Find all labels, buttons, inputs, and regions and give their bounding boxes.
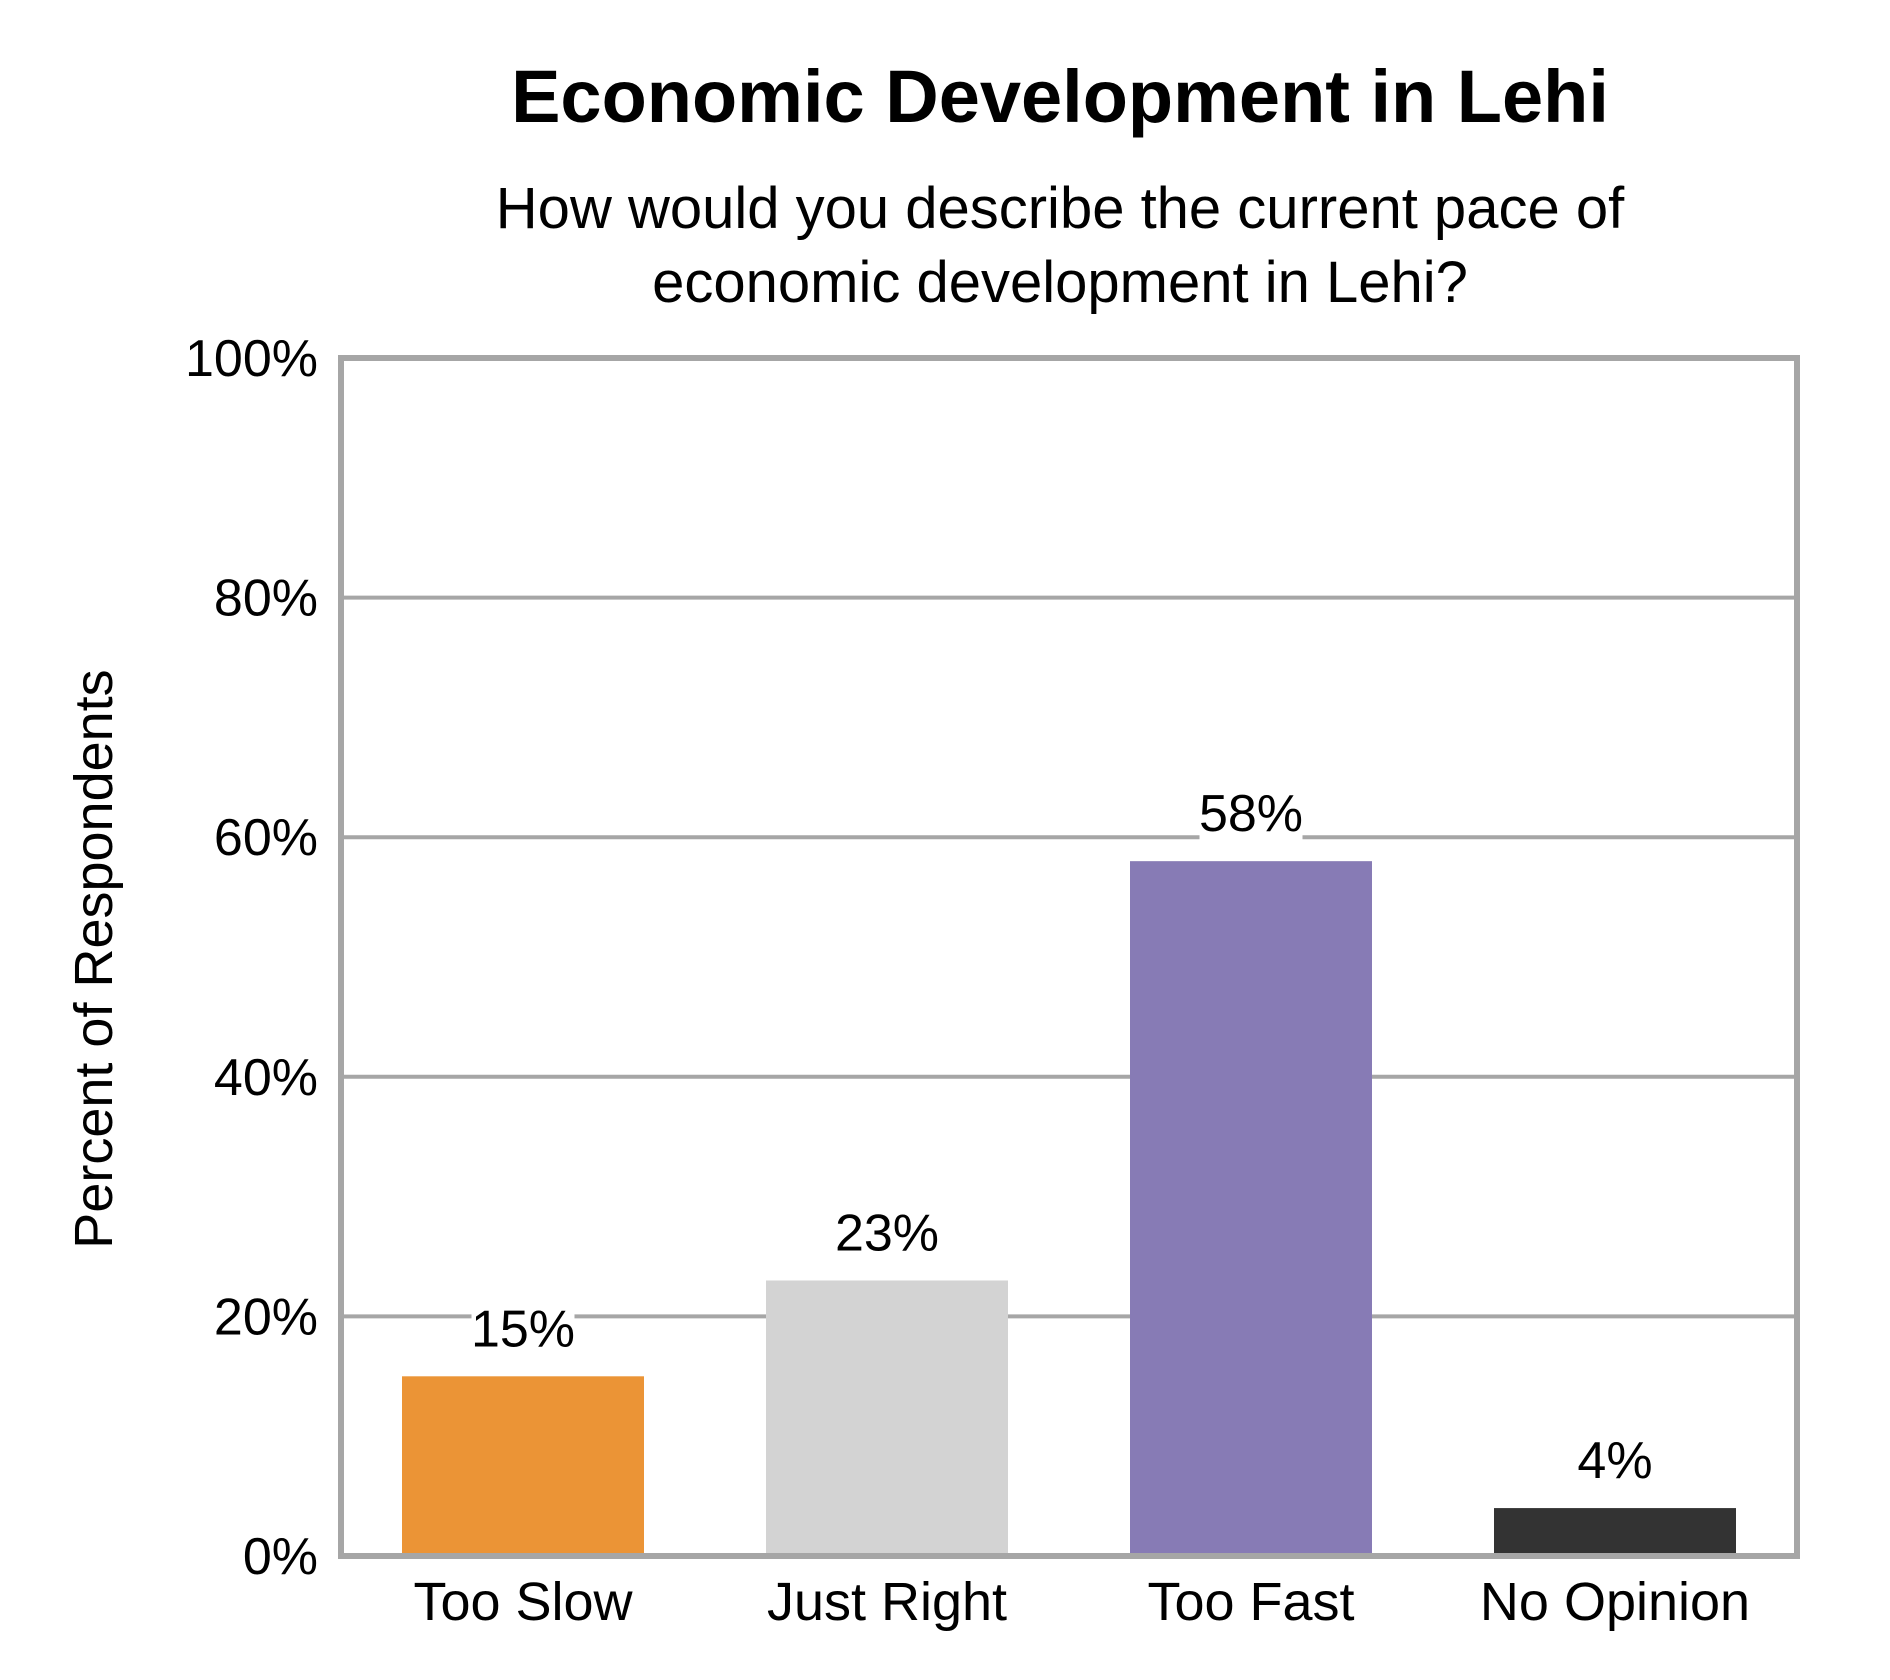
y-tick-label-0: 0% xyxy=(243,1528,318,1586)
bar-just-right xyxy=(766,1280,1008,1556)
data-label-group-2: 58% xyxy=(1199,785,1303,844)
data-label-bg-1 xyxy=(835,1206,939,1263)
plot-border xyxy=(338,355,1800,1559)
data-label-too-slow: 15% xyxy=(471,1300,575,1358)
y-tick-label-80: 80% xyxy=(214,570,318,628)
chart-subtitle-line-2: economic development in Lehi? xyxy=(652,250,1468,315)
data-label-no-opinion: 4% xyxy=(1577,1432,1652,1490)
x-axis-categories: Too Slow Just Right Too Fast No Opinion xyxy=(413,1572,1750,1632)
y-tick-label-100: 100% xyxy=(185,330,318,388)
y-tick-label-60: 60% xyxy=(214,809,318,867)
data-label-group-0: 15% xyxy=(471,1300,575,1359)
bar-too-fast xyxy=(1130,861,1372,1556)
bars xyxy=(402,861,1736,1556)
y-tick-label-40: 40% xyxy=(214,1049,318,1107)
chart-title: Economic Development in Lehi xyxy=(511,55,1609,138)
y-axis-label: Percent of Respondents xyxy=(64,669,124,1248)
data-label-bg-2 xyxy=(1199,787,1303,844)
data-label-too-fast: 58% xyxy=(1199,785,1303,843)
plot-frame xyxy=(338,355,1800,1559)
x-category-label-too-fast: Too Fast xyxy=(1147,1572,1354,1632)
y-axis-ticks: 0% 20% 40% 60% 80% 100% xyxy=(185,330,318,1586)
data-label-bg-3 xyxy=(1578,1434,1652,1491)
data-label-bg-0 xyxy=(471,1302,575,1359)
gridlines xyxy=(341,595,1797,1319)
data-label-group-1: 23% xyxy=(835,1204,939,1263)
x-category-label-just-right: Just Right xyxy=(767,1572,1007,1632)
data-label-group-3: 4% xyxy=(1577,1432,1653,1491)
y-tick-label-20: 20% xyxy=(214,1288,318,1346)
bar-no-opinion xyxy=(1494,1508,1736,1556)
x-category-label-too-slow: Too Slow xyxy=(413,1572,633,1632)
chart-subtitle-line-1: How would you describe the current pace … xyxy=(496,176,1625,241)
bar-too-slow xyxy=(402,1376,644,1556)
x-category-label-no-opinion: No Opinion xyxy=(1480,1572,1750,1632)
data-label-just-right: 23% xyxy=(835,1204,939,1262)
data-labels: 15% 23% 58% 4% xyxy=(471,785,1653,1491)
